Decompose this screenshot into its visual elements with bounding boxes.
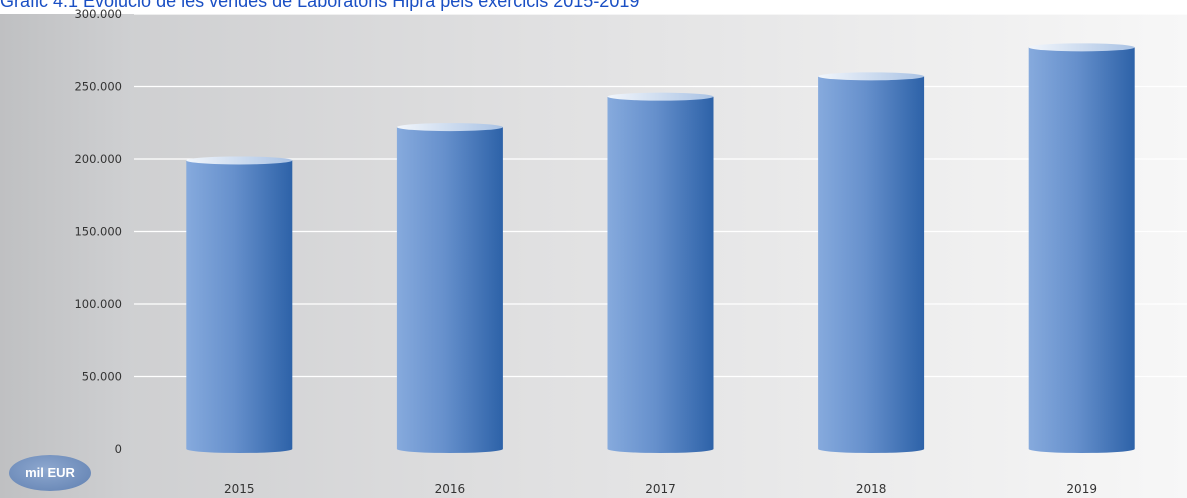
x-tick-label: 2018	[856, 482, 887, 496]
y-tick-label: 100.000	[74, 297, 122, 311]
x-tick-label: 2019	[1066, 482, 1097, 496]
x-tick-label: 2015	[224, 482, 255, 496]
bar-body	[1028, 47, 1135, 453]
bar-top	[396, 123, 503, 132]
unit-badge: mil EUR	[9, 455, 91, 491]
y-tick-label: 50.000	[82, 370, 122, 384]
y-tick-label: 250.000	[74, 80, 122, 94]
x-tick-label: 2017	[645, 482, 676, 496]
bar-body	[186, 160, 293, 453]
bar-body	[396, 127, 503, 453]
y-tick-label: 300.000	[74, 7, 122, 21]
y-tick-label: 200.000	[74, 152, 122, 166]
y-axis-panel	[0, 14, 134, 498]
bar-top	[818, 72, 925, 81]
bar-top	[607, 92, 714, 101]
bar-2019	[1028, 43, 1135, 453]
y-tick-label: 0	[115, 442, 122, 456]
bar-top	[1028, 43, 1135, 52]
y-tick-label: 150.000	[74, 225, 122, 239]
bar-2015	[186, 156, 293, 453]
bar-body	[818, 76, 925, 453]
bar-2017	[607, 92, 714, 454]
bar-2018	[818, 72, 925, 453]
bar-top	[186, 156, 293, 165]
x-tick-label: 2016	[435, 482, 466, 496]
chart-title: Gràfic 4.1 Evolució de les vendes de Lab…	[0, 0, 640, 11]
bar-body	[607, 96, 714, 454]
bar-2016	[396, 123, 503, 453]
